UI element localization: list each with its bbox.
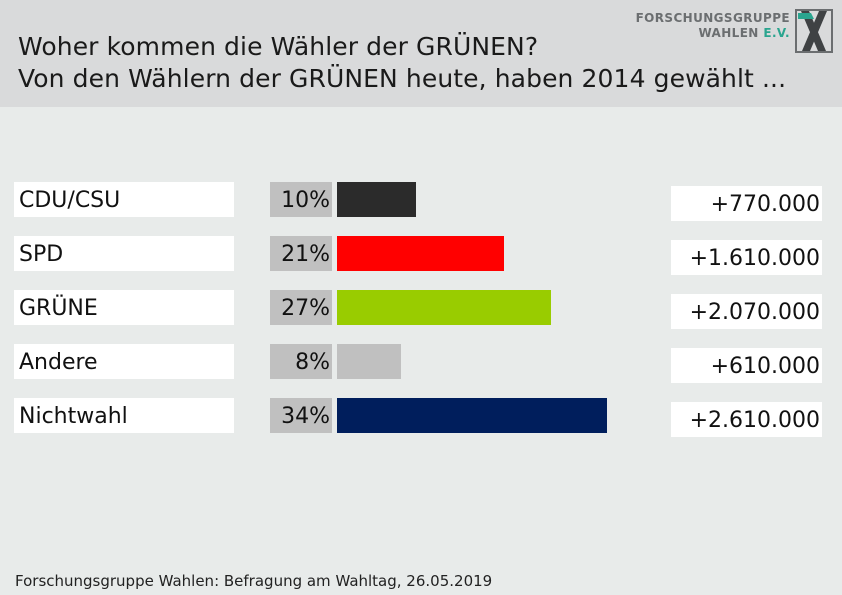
category-label: Nichtwahl bbox=[14, 398, 234, 433]
chart-title: Woher kommen die Wähler der GRÜNEN? bbox=[18, 32, 539, 61]
category-label: CDU/CSU bbox=[14, 182, 234, 217]
bar bbox=[337, 236, 504, 271]
percent-label: 34% bbox=[270, 398, 332, 433]
absolute-value-label: +1.610.000 bbox=[671, 240, 822, 275]
bar bbox=[337, 398, 607, 433]
category-label: GRÜNE bbox=[14, 290, 234, 325]
absolute-value-label: +610.000 bbox=[671, 348, 822, 383]
absolute-value-label: +2.610.000 bbox=[671, 402, 822, 437]
logo-line2: WAHLEN E.V. bbox=[698, 26, 790, 40]
absolute-value-label: +2.070.000 bbox=[671, 294, 822, 329]
logo-x-icon bbox=[795, 9, 833, 53]
bar bbox=[337, 290, 551, 325]
percent-label: 8% bbox=[270, 344, 332, 379]
bar bbox=[337, 182, 416, 217]
logo-line1: FORSCHUNGSGRUPPE bbox=[635, 11, 790, 25]
category-label: Andere bbox=[14, 344, 234, 379]
percent-label: 21% bbox=[270, 236, 332, 271]
category-label: SPD bbox=[14, 236, 234, 271]
chart-subtitle: Von den Wählern der GRÜNEN heute, haben … bbox=[18, 64, 787, 93]
logo-text: FORSCHUNGSGRUPPE WAHLEN E.V. bbox=[636, 11, 790, 41]
header-band bbox=[0, 0, 842, 107]
percent-label: 10% bbox=[270, 182, 332, 217]
source-note: Forschungsgruppe Wahlen: Befragung am Wa… bbox=[15, 572, 493, 590]
percent-label: 27% bbox=[270, 290, 332, 325]
absolute-value-label: +770.000 bbox=[671, 186, 822, 221]
bar bbox=[337, 344, 401, 379]
